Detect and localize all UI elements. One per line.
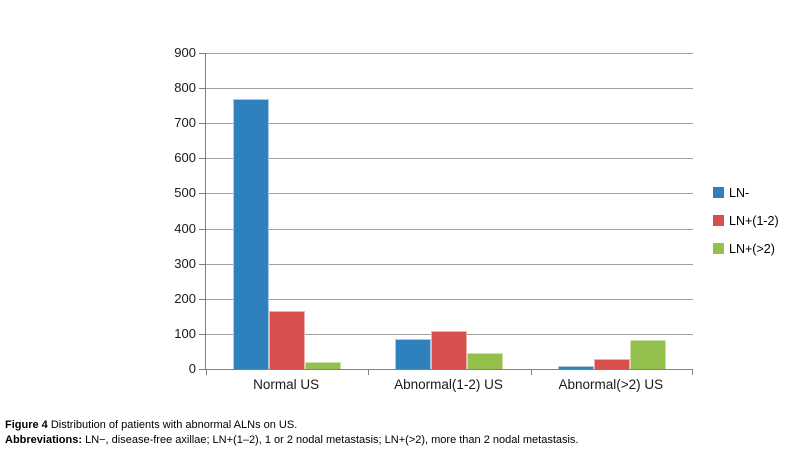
category-label-normal-us: Normal US (253, 377, 320, 392)
caption-figure-text: Distribution of patients with abnormal A… (47, 419, 298, 431)
caption-line-2: Abbreviations: LN−, disease-free axillae… (5, 433, 801, 448)
legend-label-ln-pos-1-2: LN+(1-2) (729, 213, 779, 228)
x-axis-tick-1 (368, 370, 369, 375)
legend-item-ln-pos-gt2: LN+(>2) (713, 241, 779, 256)
y-tick-label-700: 700 (174, 115, 196, 131)
bar-ln-abnormal-2-us (557, 366, 594, 369)
y-tick-label-800: 800 (174, 80, 196, 96)
bar-group-normal-us (206, 53, 368, 369)
y-tick-label-100: 100 (174, 325, 196, 341)
legend: LN- LN+(1-2) LN+(>2) (713, 186, 779, 270)
bar-group-abnormal-1-2-us (368, 53, 530, 369)
y-axis-tick-800 (199, 88, 206, 89)
gridline-600 (206, 158, 693, 159)
legend-label-ln-neg: LN- (729, 185, 750, 200)
y-axis-labels: 0 100 200 300 400 500 600 700 800 900 (148, 45, 196, 376)
caption-line-1: Figure 4 Distribution of patients with a… (5, 418, 801, 433)
caption-abbreviations-text: LN−, disease-free axillae; LN+(1–2), 1 o… (82, 434, 579, 446)
gridline-200 (206, 299, 693, 300)
legend-swatch-green (713, 243, 724, 254)
figure-caption: Figure 4 Distribution of patients with a… (5, 418, 801, 448)
y-tick-label-500: 500 (174, 185, 196, 201)
y-tick-label-600: 600 (174, 150, 196, 166)
y-axis-tick-200 (199, 299, 206, 300)
plot-area (199, 53, 693, 375)
gridline-400 (206, 229, 693, 230)
category-label-abnormal-gt2-us: Abnormal(>2) US (558, 377, 664, 392)
bar-ln-2-normal-us (305, 361, 342, 369)
bar-ln-abnormal-1-2-us (395, 339, 432, 369)
y-tick-label-200: 200 (174, 290, 196, 306)
bar-ln-2-abnormal-2-us (629, 339, 666, 369)
bar-ln-1-2-abnormal-1-2-us (431, 331, 468, 369)
y-tick-label-0: 0 (188, 361, 196, 376)
x-axis-tick-3 (692, 370, 693, 375)
legend-swatch-red (713, 215, 724, 226)
bar-group-abnormal-2-us (531, 53, 693, 369)
y-axis-tick-0 (199, 369, 206, 370)
bar-ln-2-abnormal-1-2-us (467, 352, 504, 369)
y-axis-tick-900 (199, 53, 206, 54)
legend-swatch-blue (713, 187, 724, 198)
category-label-abnormal-1-2-us: Abnormal(1-2) US (394, 377, 503, 392)
legend-label-ln-pos-gt2: LN+(>2) (729, 241, 775, 256)
legend-item-ln-neg: LN- (713, 185, 779, 200)
bar-ln-normal-us (233, 98, 270, 369)
y-axis-tick-300 (199, 264, 206, 265)
y-axis-tick-400 (199, 229, 206, 230)
x-axis-labels: Normal US Abnormal(1-2) US Abnormal(>2) … (205, 377, 692, 392)
bar-ln-1-2-normal-us (269, 311, 306, 369)
y-axis-tick-700 (199, 123, 206, 124)
gridline-700 (206, 123, 693, 124)
bar-groups (206, 53, 693, 369)
y-tick-label-900: 900 (174, 45, 196, 60)
gridline-800 (206, 88, 693, 89)
caption-figure-number: Figure 4 (5, 419, 48, 431)
x-axis-tick-2 (531, 370, 532, 375)
legend-item-ln-pos-1-2: LN+(1-2) (713, 213, 779, 228)
gridline-300 (206, 264, 693, 265)
gridline-900 (206, 53, 693, 54)
gridline-500 (206, 193, 693, 194)
y-axis-tick-500 (199, 193, 206, 194)
caption-abbreviations-label: Abbreviations: (5, 434, 83, 446)
y-tick-label-300: 300 (174, 255, 196, 271)
x-axis-tick-0 (206, 370, 207, 375)
bar-ln-1-2-abnormal-2-us (593, 359, 630, 369)
y-axis-tick-100 (199, 334, 206, 335)
y-tick-label-400: 400 (174, 220, 196, 236)
y-axis-tick-600 (199, 158, 206, 159)
